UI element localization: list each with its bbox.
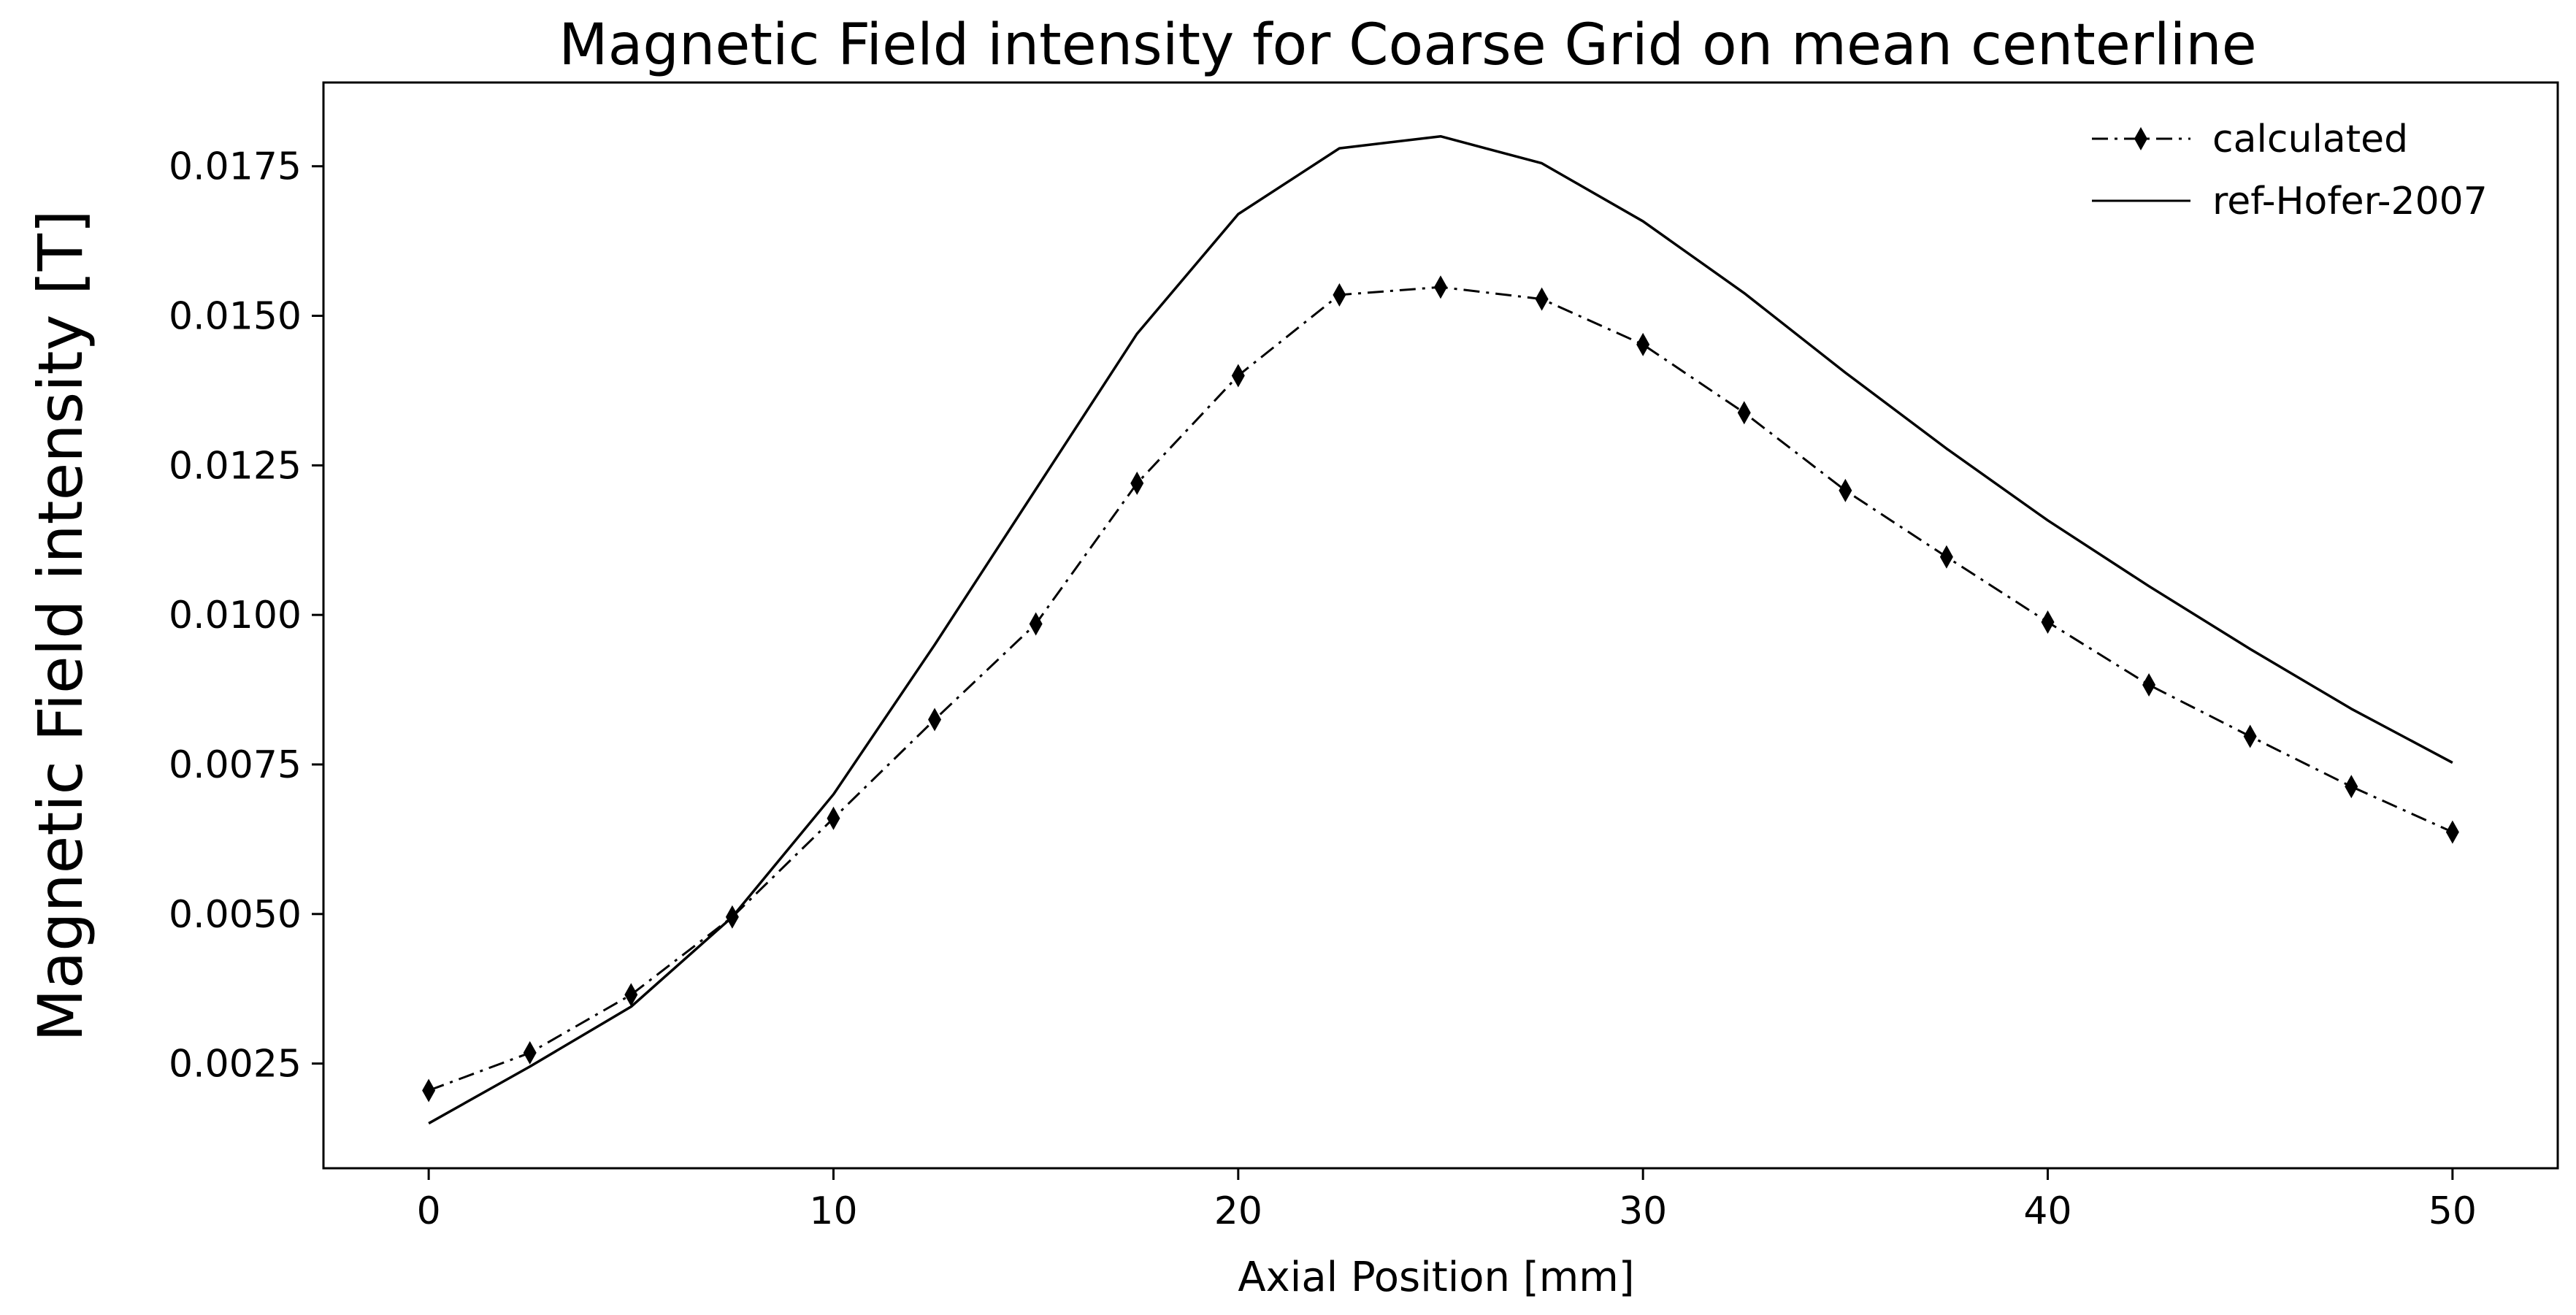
data-point-calculated [1130, 471, 1144, 495]
x-axis-ticks: 0 10 20 30 40 50 [417, 1168, 2477, 1233]
y-tick-label: 0.0075 [169, 743, 302, 787]
data-point-calculated [1839, 478, 1852, 502]
data-point-calculated [1535, 287, 1549, 311]
data-point-calculated [1636, 332, 1650, 356]
data-point-calculated [1333, 283, 1346, 307]
x-tick-label: 40 [2023, 1189, 2071, 1233]
data-point-calculated [2041, 610, 2055, 634]
x-tick-label: 0 [417, 1189, 441, 1233]
legend-marker-calculated [2134, 127, 2147, 150]
y-tick-label: 0.0050 [169, 893, 302, 937]
x-axis-title: Axial Position [mm] [1238, 1254, 1634, 1301]
y-tick-label: 0.0125 [169, 444, 302, 488]
legend-label-ref: ref-Hofer-2007 [2212, 180, 2488, 223]
data-point-calculated [1939, 545, 1953, 569]
data-point-calculated [827, 806, 840, 830]
data-point-calculated [928, 708, 942, 732]
data-point-calculated [2445, 820, 2459, 844]
data-point-calculated [624, 983, 638, 1007]
legend: calculated ref-Hofer-2007 [2092, 118, 2488, 223]
x-tick-label: 30 [1619, 1189, 1667, 1233]
data-point-calculated [2142, 673, 2156, 697]
x-tick-label: 20 [1214, 1189, 1262, 1233]
data-point-calculated [523, 1040, 537, 1065]
data-point-calculated [1029, 612, 1043, 636]
data-point-calculated [1737, 401, 1751, 425]
chart-title: Magnetic Field intensity for Coarse Grid… [559, 12, 2256, 78]
data-point-calculated [1231, 364, 1245, 388]
data-point-calculated [725, 905, 739, 929]
x-tick-label: 50 [2429, 1189, 2477, 1233]
series-line-ref-hofer-2007 [428, 134, 2453, 1125]
legend-label-calculated: calculated [2212, 118, 2408, 161]
y-tick-label: 0.0150 [169, 295, 302, 339]
y-axis-ticks: 0.0025 0.0050 0.0075 0.0100 0.0125 0.0150 0.01… [169, 145, 323, 1086]
y-tick-label: 0.0025 [169, 1043, 302, 1086]
data-point-calculated [2345, 775, 2358, 799]
x-tick-label: 10 [809, 1189, 857, 1233]
data-point-calculated [1434, 275, 1447, 299]
plot-area-frame [322, 81, 2559, 1170]
data-point-calculated [422, 1078, 436, 1103]
series-layer [422, 134, 2459, 1125]
y-tick-label: 0.0100 [169, 594, 302, 637]
y-axis-title: Magnetic Field intensity [T] [25, 210, 96, 1042]
data-point-calculated [2243, 724, 2257, 748]
y-tick-label: 0.0175 [169, 145, 302, 189]
